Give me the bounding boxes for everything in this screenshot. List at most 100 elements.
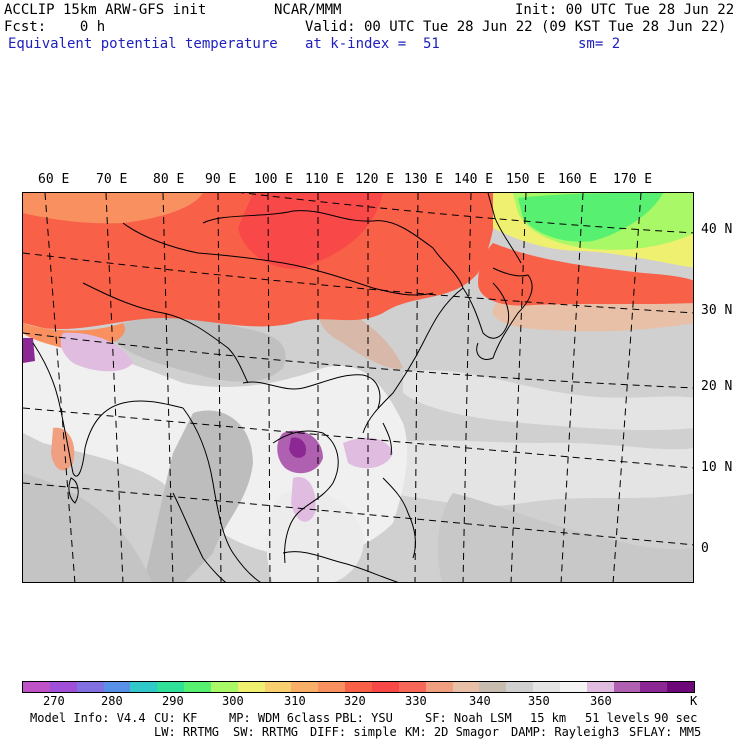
meridian-line [267,193,271,582]
colorbar-swatch [237,682,265,692]
coastline-sakhalin [487,193,522,264]
colorbar-tick: 340 [469,694,491,708]
colorbar-tick: 270 [43,694,65,708]
lon-label: 70 E [96,172,128,187]
lat-label: 0 [701,541,709,556]
parallel-line [23,407,693,469]
lon-label: 150 E [506,172,546,187]
border [242,374,381,409]
meridian-line [612,193,642,582]
footer-diff: DIFF: simple [310,725,397,739]
coastlines [32,193,533,582]
coastline-korea [462,282,510,339]
colorbar-tick: 300 [222,694,244,708]
field-area-lavender [60,332,133,372]
lon-label: 60 E [38,172,70,187]
footer-damp: DAMP: Rayleigh3 [511,725,620,739]
field-area-light [353,440,693,506]
field-area-orange [23,193,203,224]
field-area-white [266,490,364,582]
coastline [272,430,339,564]
field-area-lavender [291,477,316,522]
colorbar-swatch [533,682,560,692]
colorbar-swatch [103,682,131,692]
border [82,282,249,384]
valid-time: Valid: 00 UTC Tue 28 Jun 22 (09 KST Tue … [305,19,727,35]
parallel-line [23,482,693,546]
init-time: Init: 00 UTC Tue 28 Jun 22 [515,2,735,18]
colorbar-tick: 310 [284,694,306,708]
colorbar-swatch [506,682,534,692]
colorbar-tick: 280 [101,694,123,708]
colorbar-swatch [23,682,50,692]
coastline-srilanka [68,477,79,504]
colorbar-swatch [291,682,319,692]
colorbar-swatch [640,682,668,692]
colorbar-swatch [345,682,372,692]
theta-e-map [22,192,694,583]
lon-label: 160 E [558,172,598,187]
colorbar-swatch [76,682,104,692]
parallel-line [240,193,693,234]
colorbar-swatch [210,682,238,692]
institution-label: NCAR/MMM [274,2,342,18]
footer-km: KM: 2D Smagor [405,725,499,739]
level-label: at k-index = 51 [305,36,440,52]
parallel-line [23,252,693,314]
field-area-darkpurple [289,437,307,458]
colorbar-swatch [184,682,211,692]
model-title: ACCLIP 15km ARW-GFS init [4,2,207,18]
field-area-lavender [343,437,393,469]
field-area-gray [437,493,693,582]
meridian-line [414,193,419,582]
meridian-line [44,193,76,582]
coastline [182,407,261,582]
footer-cu: CU: KF [154,711,198,725]
footer-sw: SW: RRTMG [233,725,299,739]
coastline-japan [476,267,533,360]
footer-sf: SF: Noah LSM [425,711,512,725]
field-area-salmon [51,427,75,471]
field-area-green [518,193,663,242]
field-name: Equivalent potential temperature [8,36,278,52]
colorbar-swatch [425,682,453,692]
footer-mp: MP: WDM 6class [229,711,331,725]
field-area-gray [143,410,253,582]
lon-label: 100 E [254,172,294,187]
map-plot [23,193,693,582]
lat-label: 10 N [701,460,733,475]
lon-label: 90 E [205,172,237,187]
colorbar-swatch [479,682,507,692]
colorbar-swatch [130,682,158,692]
footer-lw: LW: RRTMG [154,725,220,739]
lon-label: 170 E [613,172,653,187]
field-area-gray [113,317,286,382]
lon-label: 140 E [454,172,494,187]
border [122,222,434,296]
colorbar-unit: K [690,694,698,708]
colorbar-swatch [318,682,346,692]
meridian-line [217,193,222,582]
colorbar-swatch [49,682,77,692]
colorbar-swatch [398,682,426,692]
coastline-philippines [382,477,416,559]
lon-label: 120 E [355,172,395,187]
meridian-line [510,193,527,582]
meridian-line [162,193,174,582]
colorbar-swatch [264,682,292,692]
footer-timestep: 90 sec [654,711,698,725]
field-area-red-deep [238,193,383,269]
graticule [23,193,693,582]
coastline-borneo [282,551,399,582]
coastline [202,210,464,434]
footer-pbl: PBL: YSU [335,711,393,725]
lat-label: 30 N [701,303,733,318]
colorbar-swatch [613,682,641,692]
meridian-line [462,193,472,582]
meridian-line [560,193,584,582]
colorbar-swatch [157,682,185,692]
colorbar-tick: 360 [590,694,612,708]
forecast-hour: Fcst: 0 h [4,19,106,35]
footer-model-info: Model Info: V4.4 [30,711,146,725]
colorbar-tick: 330 [405,694,427,708]
